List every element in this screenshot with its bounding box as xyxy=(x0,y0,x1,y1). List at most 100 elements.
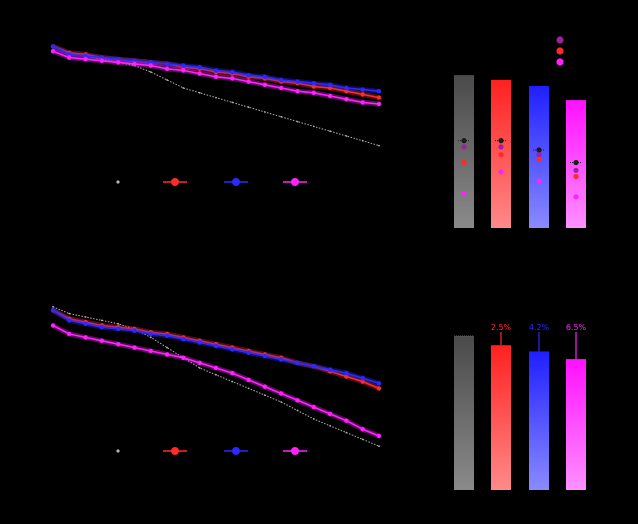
data-point-blue xyxy=(344,85,349,91)
data-point-blue xyxy=(181,336,186,342)
data-point-gray xyxy=(231,380,234,383)
data-point-magenta xyxy=(213,74,219,80)
data-point-gray xyxy=(215,373,217,376)
data-point-gray xyxy=(280,401,283,403)
data-point-blue xyxy=(360,376,365,381)
data-point-magenta xyxy=(181,355,186,360)
data-point-blue xyxy=(164,333,170,338)
data-point-magenta xyxy=(279,85,284,91)
data-point-gray xyxy=(117,322,120,325)
data-point-magenta xyxy=(164,66,170,72)
data-point-blue xyxy=(50,44,56,49)
data-point-magenta xyxy=(181,68,186,73)
data-point-blue xyxy=(213,343,219,349)
data-point-blue xyxy=(164,61,170,67)
data-point-gray xyxy=(149,336,152,339)
data-point-magenta xyxy=(327,93,333,99)
bar-legend xyxy=(556,36,564,66)
data-point-blue xyxy=(376,89,382,94)
data-point-blue xyxy=(197,65,202,70)
data-point-magenta xyxy=(132,345,137,350)
legend-marker-red xyxy=(171,447,179,455)
data-point-gray xyxy=(247,387,250,390)
bar-chart-2: 2.5% 4.2% 6.5% xyxy=(454,323,587,490)
data-point-gray xyxy=(378,445,380,448)
data-point-magenta xyxy=(116,342,121,347)
line-chart-2 xyxy=(50,305,382,455)
data-point-magenta xyxy=(327,411,333,417)
data-point-gray xyxy=(312,418,315,420)
data-point-magenta xyxy=(67,55,72,60)
annotation-label-magenta: 6.5% xyxy=(566,323,587,332)
data-point-magenta xyxy=(50,323,56,328)
data-point-blue xyxy=(279,357,284,362)
data-point-blue xyxy=(132,328,137,333)
data-point-gray xyxy=(345,135,348,137)
legend-marker-blue xyxy=(232,447,240,455)
data-point-blue xyxy=(83,53,88,59)
data-point-blue xyxy=(99,55,105,60)
data-point-blue xyxy=(360,87,365,92)
data-point-gray xyxy=(215,96,217,99)
bar-dot-magenta xyxy=(573,173,579,180)
data-point-gray xyxy=(378,144,380,147)
data-point-gray xyxy=(166,346,169,349)
data-point-gray xyxy=(264,394,266,397)
data-point-magenta xyxy=(262,82,268,88)
data-point-magenta xyxy=(50,49,56,54)
legend-marker-red xyxy=(171,178,179,186)
bar-dot-blue xyxy=(536,178,542,184)
data-point-red xyxy=(360,92,365,97)
data-point-blue xyxy=(213,68,219,73)
data-point-blue xyxy=(344,370,349,376)
data-point-magenta xyxy=(116,60,121,65)
data-point-gray xyxy=(182,87,185,89)
data-point-magenta xyxy=(295,398,300,403)
bar-dot-gray xyxy=(461,159,467,166)
data-point-gray xyxy=(84,316,87,318)
bar-chart-1 xyxy=(454,75,586,228)
data-point-magenta xyxy=(197,71,202,76)
data-point-magenta xyxy=(295,89,300,94)
data-point-gray xyxy=(280,115,283,118)
data-point-magenta xyxy=(230,370,235,376)
legend-dot xyxy=(556,36,564,44)
data-point-magenta xyxy=(246,377,251,383)
data-point-gray xyxy=(198,91,201,94)
data-point-magenta xyxy=(311,90,316,96)
data-point-red xyxy=(360,379,365,384)
data-point-magenta xyxy=(148,348,153,354)
data-point-blue xyxy=(83,321,88,326)
annotation-label-red: 2.5% xyxy=(491,323,512,332)
data-point-red xyxy=(311,84,316,89)
bar-dot-magenta xyxy=(573,167,579,173)
data-point-blue xyxy=(279,77,284,83)
data-point-magenta xyxy=(279,391,284,396)
data-point-gray xyxy=(312,125,315,128)
legend-marker-gray xyxy=(116,449,120,453)
data-point-magenta xyxy=(99,58,105,63)
data-point-red xyxy=(327,85,333,91)
data-point-magenta xyxy=(148,63,153,68)
data-point-magenta xyxy=(376,433,382,439)
data-point-blue xyxy=(99,325,105,330)
data-point-blue xyxy=(327,82,333,88)
data-point-blue xyxy=(67,52,72,57)
data-point-blue xyxy=(295,360,300,366)
data-point-blue xyxy=(262,74,268,80)
data-point-blue xyxy=(311,364,316,369)
data-point-blue xyxy=(197,340,202,345)
data-point-magenta xyxy=(376,101,382,107)
data-point-blue xyxy=(376,381,382,386)
series-band-red xyxy=(51,307,380,391)
data-point-gray xyxy=(329,424,331,427)
data-point-blue xyxy=(246,350,251,355)
legend-marker-magenta xyxy=(291,447,299,455)
bar-dot-red xyxy=(498,169,504,175)
data-point-red xyxy=(344,89,349,94)
data-point-blue xyxy=(327,367,333,372)
data-point-magenta xyxy=(197,360,202,366)
data-point-magenta xyxy=(344,97,349,102)
